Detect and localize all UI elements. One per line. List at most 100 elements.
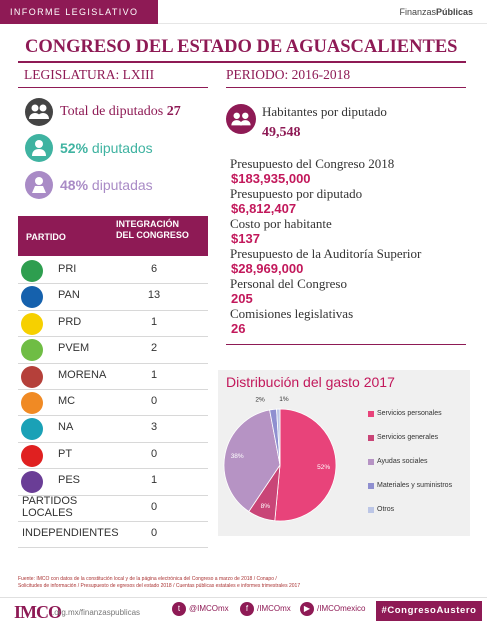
prd-logo (21, 312, 43, 335)
party-seats: 1 (150, 315, 158, 328)
pie-data-label: 52% (317, 464, 330, 471)
men-label: diputados (91, 140, 153, 156)
info-divider (226, 344, 466, 345)
legend-swatch (368, 459, 374, 465)
youtube-handle: /IMCOmexico (317, 604, 366, 614)
site-url[interactable]: .org.mx/finanzaspublicas (52, 608, 141, 617)
habitantes-label: Habitantes por diputado (262, 104, 387, 119)
total-value: 27 (166, 104, 181, 119)
party-name: PRD (58, 315, 82, 328)
twitter-handle: @IMCOmx (189, 604, 229, 614)
info-label: Presupuesto del Congreso 2018 (230, 156, 395, 171)
row-divider (18, 309, 208, 311)
party-seats: 6 (150, 263, 158, 275)
row-divider (18, 494, 208, 496)
party-name: INDEPENDIENTES (22, 527, 119, 539)
pan-logo (21, 286, 43, 309)
pie-data-label: 38% (231, 453, 244, 460)
men-stat: 52% diputados (60, 140, 153, 156)
pes-logo (21, 471, 43, 494)
page-title: CONGRESO DEL ESTADO DE AGUASCALIENTES (25, 37, 458, 57)
legend-label: Ayudas sociales (377, 458, 428, 465)
info-value: $137 (231, 231, 260, 246)
group-people-icon (25, 98, 53, 126)
party-seats: 0 (150, 447, 158, 460)
row-divider (18, 468, 208, 470)
youtube-icon: ▶ (300, 602, 314, 616)
row-divider (18, 336, 208, 338)
row-divider (18, 362, 208, 364)
party-seats: 13 (147, 289, 161, 302)
hashtag-badge: #CongresoAustero (376, 601, 482, 621)
man-icon (25, 134, 53, 162)
party-seats: 0 (150, 395, 158, 407)
source-line-1: Fuente: IMCO con datos de la constitució… (18, 576, 277, 582)
report-label: INFORME LEGISLATIVO 2018 (0, 0, 158, 41)
facebook-handle: /IMCOmx (257, 604, 291, 614)
party-name: MC (58, 395, 76, 407)
row-divider (18, 441, 208, 443)
party-name: PRI (58, 263, 77, 275)
row-divider (18, 547, 208, 549)
brand-label: FinanzasPúblicas (399, 7, 473, 17)
info-label: Presupuesto de la Auditoría Superior (230, 246, 422, 261)
pie-chart: 52% 8% 38% 2% 1% (223, 396, 337, 522)
pie-slice (223, 409, 281, 513)
pri-logo (21, 260, 43, 282)
party-name: PARTIDOS LOCALES (22, 494, 78, 519)
info-label: Comisiones legislativas (230, 306, 354, 321)
habitantes-value: 49,548 (262, 125, 301, 140)
info-value: 26 (231, 321, 246, 336)
report-label-text: INFORME LEGISLATIVO (10, 7, 139, 17)
women-pct: 48% (60, 177, 89, 193)
row-divider (18, 389, 208, 390)
twitter-icon: t (172, 602, 186, 616)
twitter-link[interactable]: t @IMCOmx (172, 602, 229, 616)
party-seats: 1 (150, 474, 158, 487)
total-diputados: Total de diputados 27 (60, 104, 181, 120)
info-label: Personal del Congreso (230, 276, 347, 291)
party-seats: 3 (150, 421, 158, 434)
chart-title: Distribución del gasto 2017 (226, 374, 395, 390)
info-value: $183,935,000 (231, 171, 311, 186)
pie-slice (274, 408, 337, 522)
pie-slice (276, 408, 281, 466)
source-note: Fuente: IMCO con datos de la constitució… (18, 576, 318, 590)
info-value: $28,969,000 (231, 261, 304, 276)
info-label: Costo por habitante (230, 216, 332, 231)
header-party: PARTIDO (26, 232, 66, 242)
info-label: Presupuesto por diputado (230, 186, 363, 201)
pie-data-label: 2% (255, 396, 265, 403)
row-divider (18, 283, 208, 285)
source-line-2: Solicitudes de información / Presupuesto… (18, 583, 301, 589)
legend-label: Otros (377, 506, 395, 513)
total-label: Total de diputados (60, 104, 164, 119)
legend-swatch (368, 411, 374, 417)
report-year: 2018 (10, 31, 33, 41)
info-value: $6,812,407 (231, 201, 297, 216)
facebook-link[interactable]: f/IMCOmx (240, 602, 291, 616)
facebook-icon: f (240, 602, 254, 616)
title-divider (18, 61, 466, 63)
row-divider (18, 521, 208, 522)
row-divider (18, 415, 208, 417)
legislatura-heading: LEGISLATURA: LXIII (24, 67, 155, 82)
youtube-link[interactable]: ▶/IMCOmexico (300, 602, 365, 616)
footer-divider (0, 597, 487, 598)
party-name: NA (58, 421, 74, 434)
right-divider (226, 87, 466, 88)
legend-label: Servicios generales (377, 434, 439, 441)
brand-part-b: Públicas (435, 7, 473, 17)
party-name: MORENA (58, 368, 107, 381)
info-value: 205 (231, 291, 253, 306)
party-name: PVEM (58, 342, 90, 355)
party-name: PAN (58, 289, 80, 302)
mc-logo (21, 392, 43, 414)
party-seats: 2 (150, 342, 158, 355)
legend-label: Materiales y suministros (377, 482, 453, 489)
woman-icon (25, 171, 53, 199)
legend-swatch (368, 435, 374, 441)
women-stat: 48% diputadas (60, 177, 153, 193)
left-divider (18, 87, 208, 88)
legend-label: Servicios personales (377, 410, 442, 417)
